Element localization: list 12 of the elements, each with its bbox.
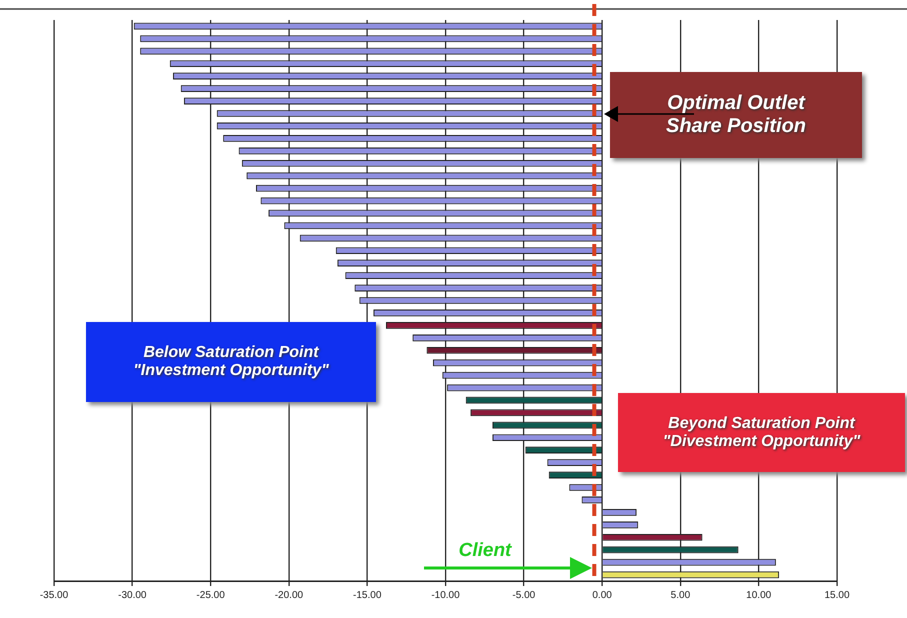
annotation: Client (458, 539, 513, 563)
x-tick-label: 5.00 (670, 590, 691, 601)
x-tick-label: 10.00 (746, 590, 772, 601)
x-tick-label: -5.00 (512, 590, 536, 601)
x-tick-label: 15.00 (824, 590, 850, 601)
x-tick-label: -35.00 (40, 590, 69, 601)
x-tick-label: -10.00 (431, 590, 460, 601)
x-tick-label: -20.00 (274, 590, 304, 601)
x-tick-label: -25.00 (196, 590, 226, 601)
x-tick-label: -30.00 (118, 590, 147, 601)
x-tick-label: 0.00 (592, 590, 612, 601)
x-tick-label: -15.00 (353, 590, 382, 601)
